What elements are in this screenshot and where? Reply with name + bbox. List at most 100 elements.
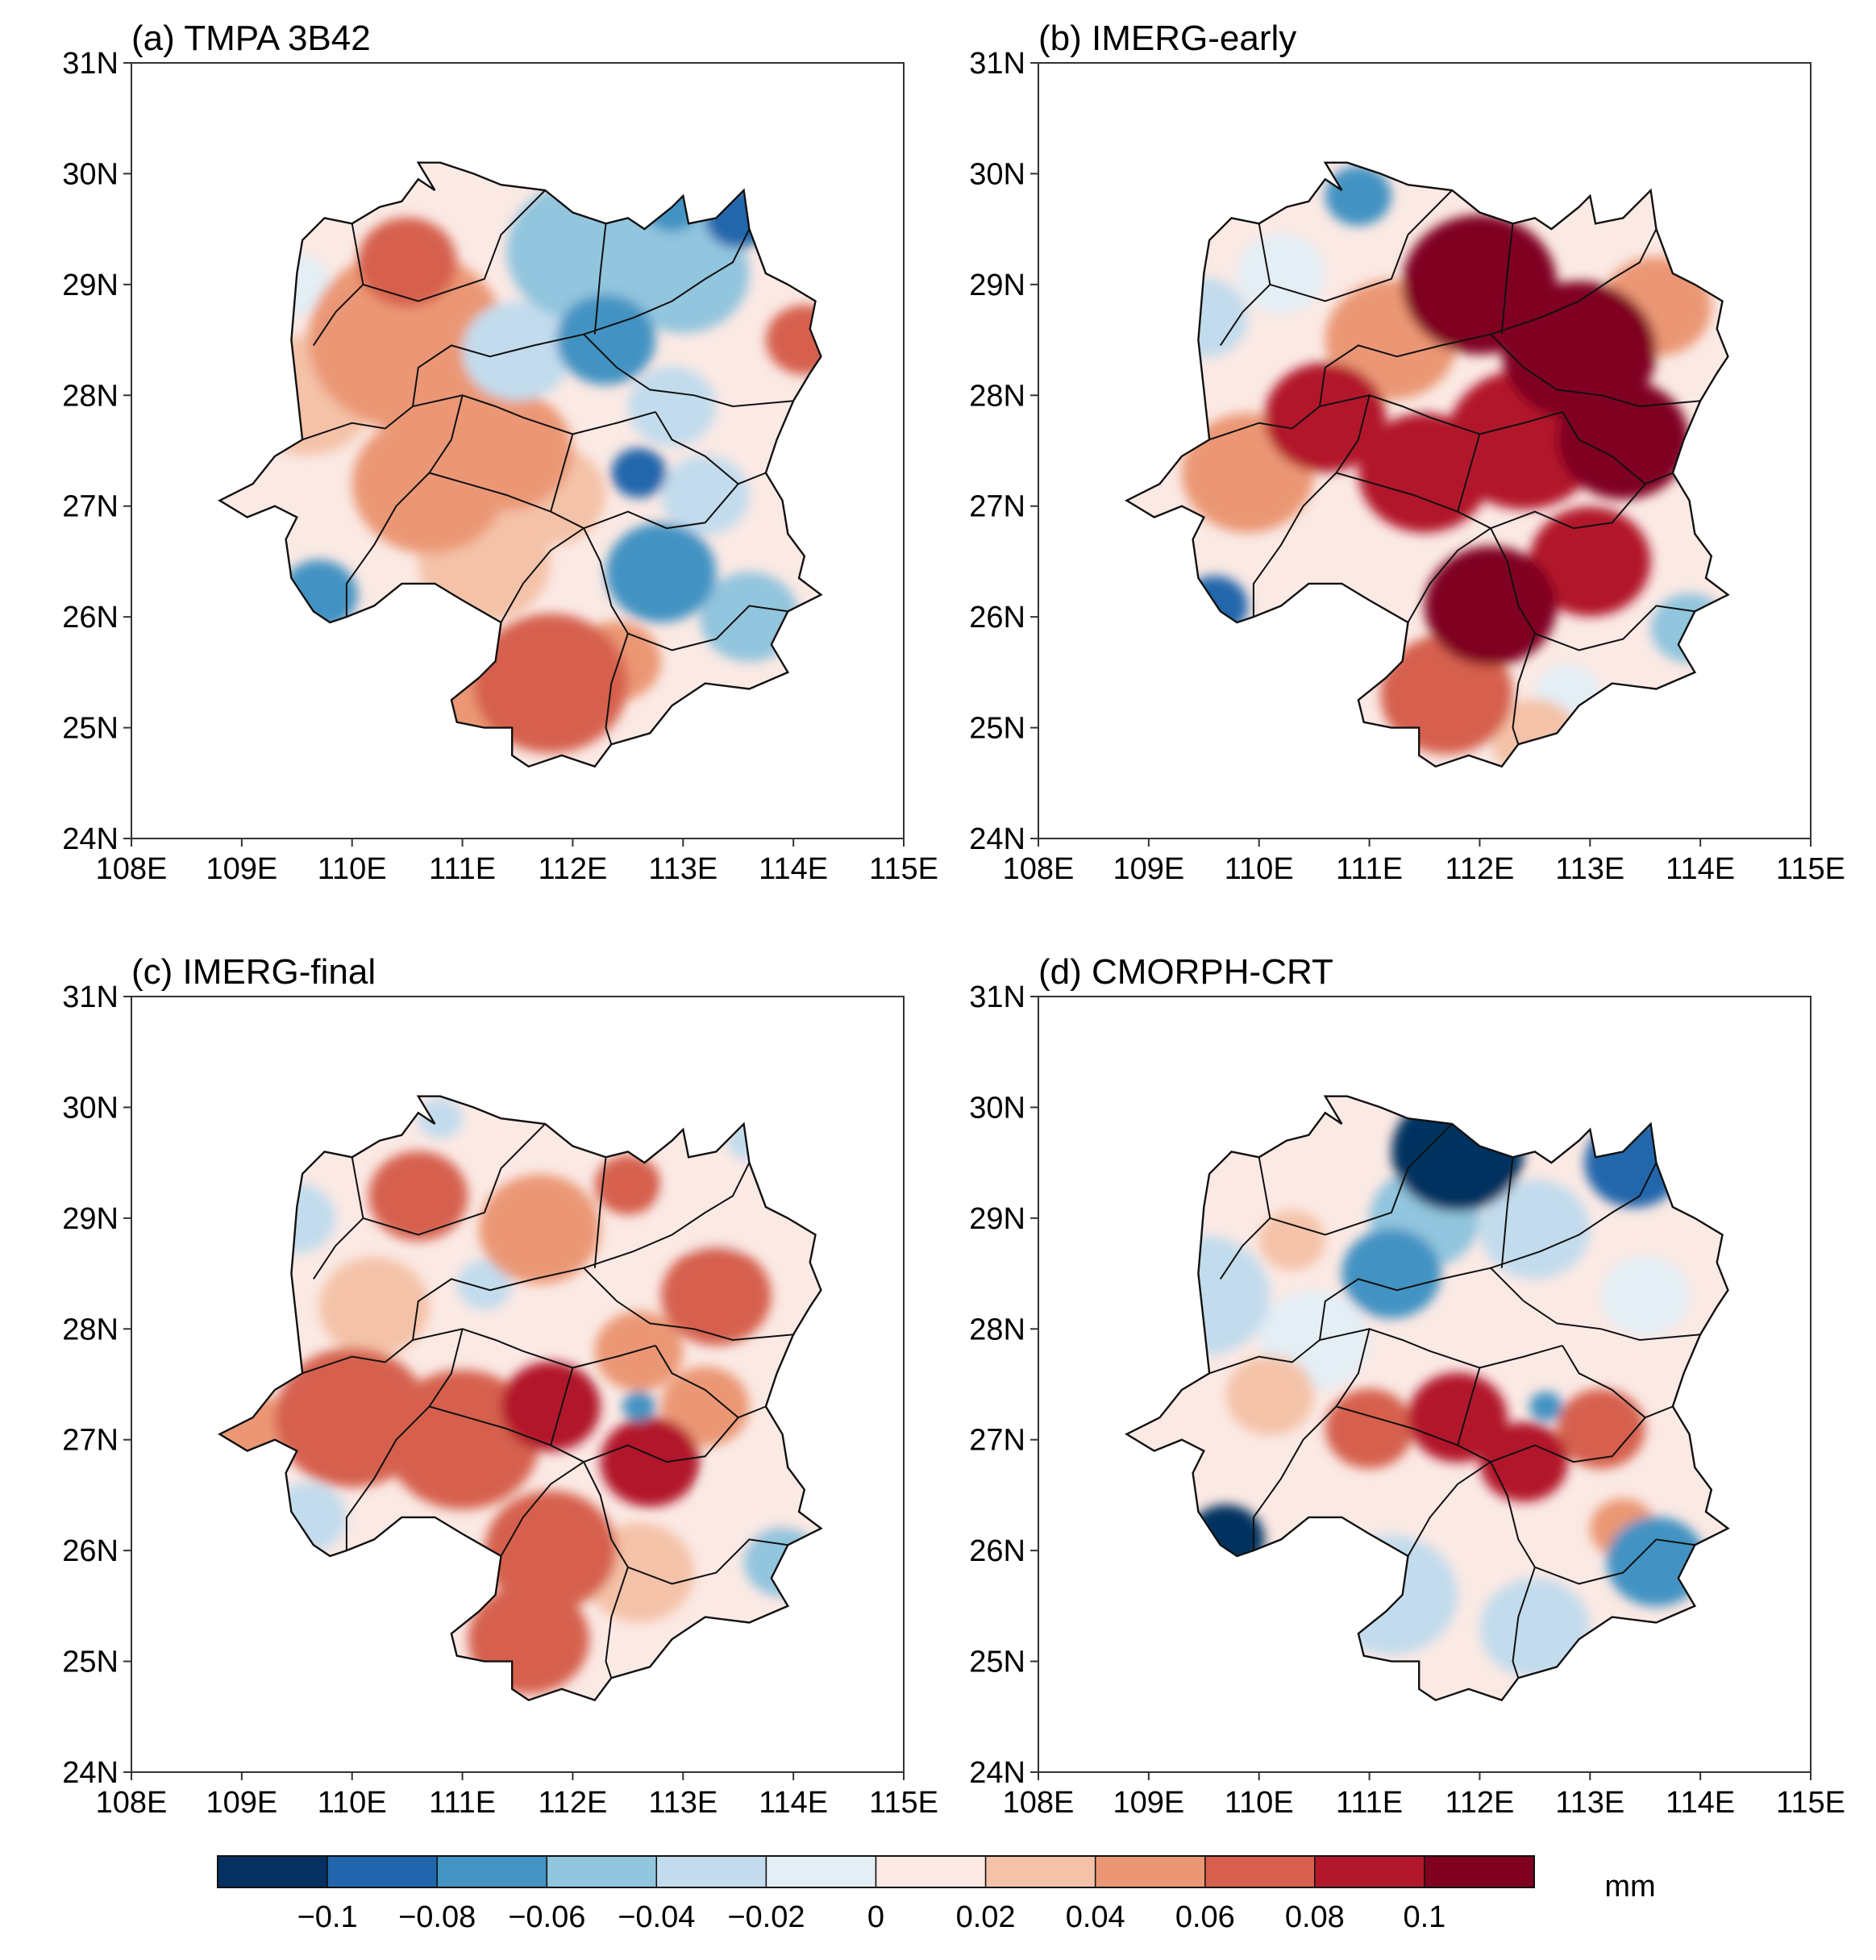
colorbar-tick-label: −0.06 bbox=[508, 1900, 585, 1934]
colorbar-tick-label: 0.1 bbox=[1403, 1900, 1445, 1934]
county-border bbox=[1490, 333, 1701, 408]
anomaly-blob bbox=[555, 294, 656, 385]
y-tick-label: 29N bbox=[62, 1202, 119, 1236]
panel-title: (a) TMPA 3B42 bbox=[131, 19, 371, 58]
y-tick-label: 26N bbox=[62, 601, 119, 635]
x-tick-label: 115E bbox=[1776, 1786, 1845, 1820]
colorbar-tick-label: 0 bbox=[867, 1900, 884, 1934]
y-tick-label: 25N bbox=[62, 712, 119, 746]
y-tick-label: 25N bbox=[969, 1646, 1025, 1679]
county-border bbox=[1490, 1461, 1695, 1585]
x-tick-label: 111E bbox=[1336, 852, 1403, 886]
county-border bbox=[429, 472, 584, 530]
x-tick-label: 113E bbox=[1555, 1786, 1624, 1820]
anomaly-blob bbox=[765, 305, 822, 375]
x-tick-label: 109E bbox=[206, 852, 277, 886]
county-border bbox=[363, 1123, 546, 1236]
anomaly-blob bbox=[699, 572, 800, 662]
county-border bbox=[1252, 1329, 1371, 1551]
x-tick-label: 108E bbox=[96, 852, 168, 886]
colorbar-unit: mm bbox=[1604, 1870, 1655, 1904]
colorbar-swatch bbox=[1424, 1855, 1535, 1888]
anomaly-blob bbox=[627, 366, 717, 447]
anomaly-blob bbox=[1529, 1391, 1562, 1422]
y-tick-label: 28N bbox=[969, 1313, 1025, 1346]
x-tick-label: 113E bbox=[648, 852, 718, 886]
y-tick-label: 28N bbox=[969, 379, 1025, 413]
anomaly-blob bbox=[1425, 546, 1558, 666]
panel-title: (d) CMORPH-CRT bbox=[1038, 952, 1333, 992]
county-border bbox=[1407, 1461, 1491, 1557]
county-border bbox=[1270, 189, 1453, 302]
anomaly-blob bbox=[660, 1157, 772, 1257]
county-border bbox=[363, 189, 546, 302]
x-tick-label: 110E bbox=[318, 1786, 387, 1820]
anomaly-blob bbox=[600, 1417, 700, 1507]
x-tick-label: 108E bbox=[1003, 852, 1075, 886]
county-border bbox=[302, 1328, 656, 1375]
colorbar-swatch bbox=[875, 1855, 987, 1888]
x-tick-label: 109E bbox=[1113, 852, 1184, 886]
y-tick-label: 25N bbox=[969, 712, 1025, 746]
colorbar-swatch bbox=[765, 1855, 877, 1888]
y-tick-label: 30N bbox=[62, 157, 119, 191]
anomaly-blob bbox=[1479, 1578, 1591, 1679]
y-tick-label: 29N bbox=[969, 268, 1025, 302]
county-border bbox=[1252, 395, 1371, 618]
anomaly-blob bbox=[1479, 1421, 1568, 1502]
colorbar-swatch bbox=[327, 1855, 438, 1888]
anomaly-blob bbox=[743, 1526, 822, 1597]
colorbar-tick-label: −0.1 bbox=[297, 1900, 358, 1934]
anomaly-blob bbox=[1325, 1388, 1414, 1469]
county-border bbox=[1490, 483, 1646, 530]
county-border bbox=[593, 223, 607, 335]
x-tick-label: 109E bbox=[1113, 1786, 1184, 1820]
x-tick-label: 111E bbox=[1336, 1786, 1403, 1820]
anomaly-blob bbox=[1408, 1372, 1508, 1463]
anomaly-blob bbox=[1225, 1355, 1315, 1436]
anomaly-blob bbox=[1325, 1534, 1458, 1655]
y-tick-label: 30N bbox=[969, 1091, 1025, 1125]
anomaly-blob bbox=[1402, 214, 1558, 355]
x-tick-label: 108E bbox=[1003, 1786, 1075, 1820]
y-tick-label: 27N bbox=[969, 1424, 1025, 1458]
colorbar: −0.1 −0.08 −0.06 −0.04 −0.02 0 0.02 0.04 0.06 0.0… bbox=[217, 1855, 1656, 1934]
province-border bbox=[218, 1095, 823, 1702]
anomaly-blob bbox=[1391, 1096, 1525, 1212]
y-tick-label: 28N bbox=[62, 379, 119, 413]
y-tick-label: 26N bbox=[62, 1534, 119, 1568]
x-tick-label: 115E bbox=[869, 852, 938, 886]
anomaly-blob bbox=[622, 1391, 655, 1422]
colorbar-swatch bbox=[1094, 1855, 1206, 1888]
x-tick-label: 108E bbox=[96, 1786, 168, 1820]
x-tick-label: 112E bbox=[538, 1786, 607, 1820]
anomaly-blob bbox=[307, 250, 507, 430]
county-border bbox=[1562, 411, 1674, 485]
anomaly-blob bbox=[385, 1370, 540, 1510]
county-border bbox=[605, 633, 629, 745]
county-border bbox=[1500, 1157, 1514, 1268]
colorbar-tick-label: 0.04 bbox=[1066, 1900, 1125, 1934]
county-border bbox=[1219, 223, 1271, 346]
colorbar-tick-label: 0.08 bbox=[1285, 1900, 1345, 1934]
anomaly-blob bbox=[462, 301, 573, 402]
y-tick-label: 25N bbox=[62, 1646, 119, 1679]
y-tick-label: 31N bbox=[62, 980, 119, 1014]
x-tick-label: 114E bbox=[1666, 852, 1735, 886]
precipitation-field bbox=[1126, 162, 1728, 767]
x-tick-label: 110E bbox=[318, 852, 387, 886]
x-tick-label: 112E bbox=[1445, 852, 1514, 886]
county-border bbox=[1490, 1417, 1646, 1463]
precipitation-field bbox=[219, 162, 822, 767]
y-tick-label: 30N bbox=[62, 1091, 119, 1125]
colorbar-swatch bbox=[655, 1855, 767, 1888]
plot-frame bbox=[131, 62, 905, 839]
x-tick-label: 114E bbox=[759, 1786, 828, 1820]
y-tick-label: 27N bbox=[62, 490, 119, 524]
x-tick-label: 114E bbox=[759, 852, 828, 886]
panel-title: (c) IMERG-final bbox=[131, 952, 376, 992]
county-border bbox=[1490, 1267, 1701, 1342]
county-border bbox=[1208, 394, 1563, 441]
anomaly-blob bbox=[1258, 1210, 1325, 1271]
